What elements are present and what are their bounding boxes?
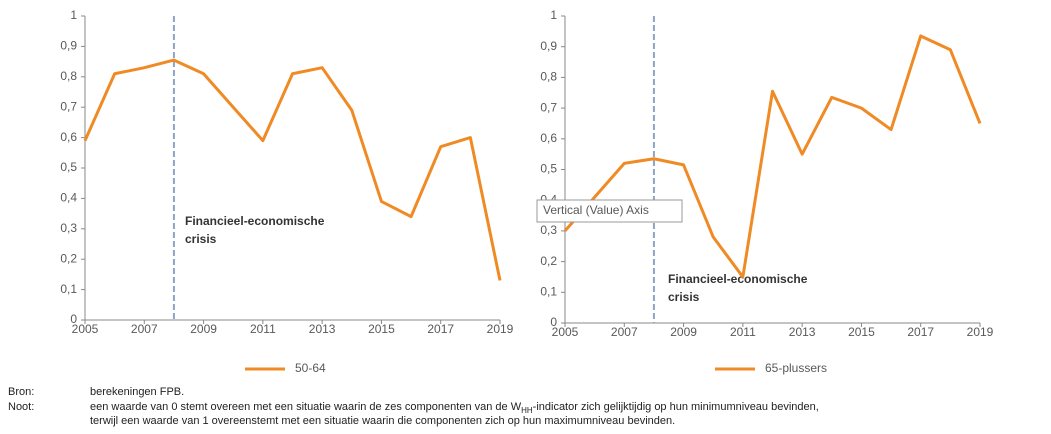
source: berekeningen FPB. [90,386,185,398]
y-tick-label: 0,1 [540,284,557,298]
y-tick-label: 1 [550,8,557,22]
y-tick-label: 0,7 [540,100,557,114]
y-tick-label: 0,8 [540,70,557,84]
x-tick-label: 2015 [848,325,875,339]
x-tick-label: 2011 [250,322,276,336]
y-tick-label: 0,7 [60,99,77,113]
note-label: Noot: [8,401,35,413]
x-tick-label: 2007 [131,322,158,336]
line [563,34,982,279]
note-line: een waarde van 0 stemt overeen met een s… [90,400,819,418]
x-tick-label: 2009 [190,322,217,336]
x-tick-label: 2013 [789,325,816,339]
tooltip: Vertical (Value) Axis [543,203,649,217]
y-tick-label: 0,2 [60,251,77,265]
y-tick-label: 0,9 [540,39,557,53]
charts: 0 0,1 0,2 0,3 0,4 0,5 0,6 0,7 0,8 0,9 1 2005 2007 200… [60,8,994,375]
y-tick-label: 0,1 [60,282,77,296]
note-sub: HH [521,406,533,416]
y-tick-label: 1 [70,8,77,22]
y-tick-label: 0,4 [60,191,77,205]
source-label: Bron: [8,386,35,398]
x-tick-label: 2007 [611,325,638,339]
y-tick-label: 0,6 [540,131,557,145]
x-tick-label: 2017 [427,322,454,336]
tooltip-box [536,199,683,223]
y-tick-label: 0,2 [540,254,557,268]
x-tick-label: 2005 [72,322,99,336]
y-tick-label: 0,8 [60,69,77,83]
annotation: crisis [185,232,217,246]
x-tick-label: 2009 [670,325,697,339]
y-tick-label: 0,5 [540,162,557,176]
y-tick-label: 0,9 [60,39,77,53]
annotation: Financieel-economische [185,214,325,228]
y-tick-label: 0,3 [540,223,557,237]
y-tick-label: 0 [550,315,557,329]
y-tick-label: 0 [70,312,77,326]
x-tick-label: 2013 [309,322,336,336]
note-line: terwijl een waarde van 1 overeenstemt me… [90,415,676,427]
line [83,58,502,281]
x-tick-label: 2019 [967,325,994,339]
x-tick-label: 2015 [368,322,395,336]
x-tick-label: 2019 [487,322,514,336]
note-text: een waarde van 0 stemt overeen met een s… [90,401,522,413]
note-text: -indicator zich gelijktijdig op hun mini… [532,401,819,413]
x-tick-label: 2017 [907,325,934,339]
x-tick-label: 2011 [730,325,756,339]
annotation: crisis [668,290,700,304]
legend-label: 65-plussers [765,361,827,375]
y-tick-label: 0,5 [60,160,77,174]
legend-label: 50-64 [295,361,326,375]
annotation: Financieel-economische [668,272,808,286]
y-tick-label: 0,3 [60,221,77,235]
y-tick-label: 0,6 [60,130,77,144]
x-tick-label: 2005 [552,325,579,339]
